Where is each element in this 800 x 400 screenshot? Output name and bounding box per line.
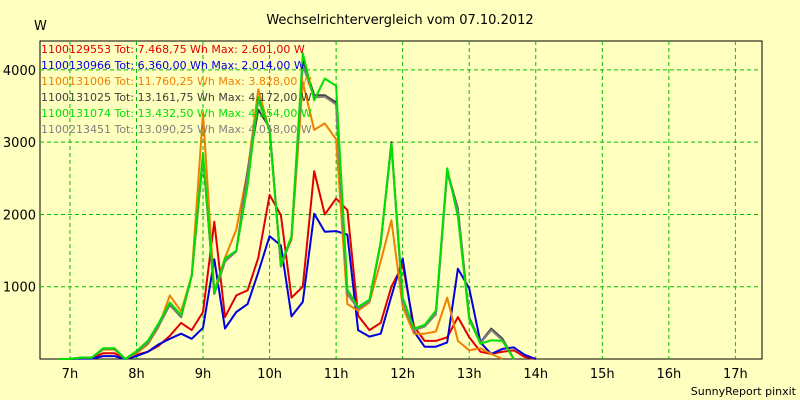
x-tick-label: 16h (656, 367, 681, 382)
plot-area (39, 40, 763, 360)
x-tick-label: 14h (523, 367, 548, 382)
series-line-1100129553 (58, 170, 536, 360)
x-tick-label: 8h (128, 367, 145, 382)
y-tick-label: 3000 (3, 136, 36, 151)
legend-entry-1100131074: 1100131074 Tot: 13.432,50 Wh Max: 4.254,… (41, 107, 312, 120)
legend-entry-1100213451: 1100213451 Tot: 13.090,25 Wh Max: 4.058,… (41, 123, 312, 136)
legend-entry-1100131025: 1100131025 Tot: 13.161,75 Wh Max: 4.172,… (41, 91, 312, 104)
legend-entry-1100130966: 1100130966 Tot: 6.360,00 Wh Max: 2.014,0… (41, 59, 305, 72)
series-line-1100131025 (58, 58, 515, 360)
legend-entry-1100129553: 1100129553 Tot: 7.468,75 Wh Max: 2.601,0… (41, 43, 305, 56)
y-axis-label: W (34, 19, 47, 34)
x-tick-label: 7h (62, 367, 79, 382)
x-tick-label: 15h (590, 367, 615, 382)
y-tick-label: 1000 (3, 281, 36, 296)
legend-entry-1100131006: 1100131006 Tot: 11.760,25 Wh Max: 3.828,… (41, 75, 312, 88)
chart-title: Wechselrichtervergleich vom 07.10.2012 (266, 13, 533, 28)
x-axis: 7h 8h 9h 10h 11h 12h 13h 14h 15h 16h 17h (62, 367, 748, 382)
x-tick-label: 11h (324, 367, 349, 382)
series-layer (58, 52, 537, 360)
grid (40, 41, 762, 359)
x-tick-label: 10h (257, 367, 282, 382)
x-tick-label: 13h (457, 367, 482, 382)
footer-credit: SunnyReport pinxit (691, 385, 797, 398)
x-tick-label: 17h (723, 367, 748, 382)
y-tick-label: 4000 (3, 64, 36, 79)
series-line-1100130966 (58, 212, 537, 360)
y-tick-label: 2000 (3, 208, 36, 223)
y-axis: 1000 2000 3000 4000 (3, 64, 36, 296)
series-line-1100131074 (58, 52, 515, 360)
x-tick-label: 9h (195, 367, 212, 382)
x-tick-label: 12h (390, 367, 415, 382)
legend: 1100129553 Tot: 7.468,75 Wh Max: 2.601,0… (41, 43, 312, 136)
